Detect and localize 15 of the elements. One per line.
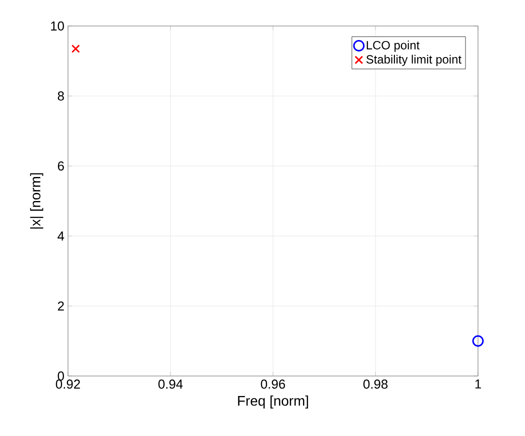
x-axis-title: Freq [norm] — [238, 396, 308, 409]
y-tick-label: 0 — [58, 371, 64, 381]
legend-label: Stability limit point — [366, 54, 462, 66]
y-tick-label: 2 — [58, 301, 64, 311]
y-tick-label: 8 — [58, 91, 64, 101]
x-tick-label: 1 — [475, 380, 481, 388]
y-tick-label: 10 — [51, 21, 64, 31]
x-tick-label: 0.92 — [56, 380, 80, 389]
x-tick-label: 0.98 — [363, 380, 388, 389]
x-tick-label: 0.94 — [158, 380, 183, 389]
y-tick-label: 6 — [58, 161, 64, 171]
y-axis-title: |x| [norm] — [30, 173, 44, 229]
y-tick-label: 4 — [58, 232, 64, 240]
legend-label: LCO point — [366, 40, 420, 52]
x-tick-label: 0.96 — [260, 380, 286, 389]
